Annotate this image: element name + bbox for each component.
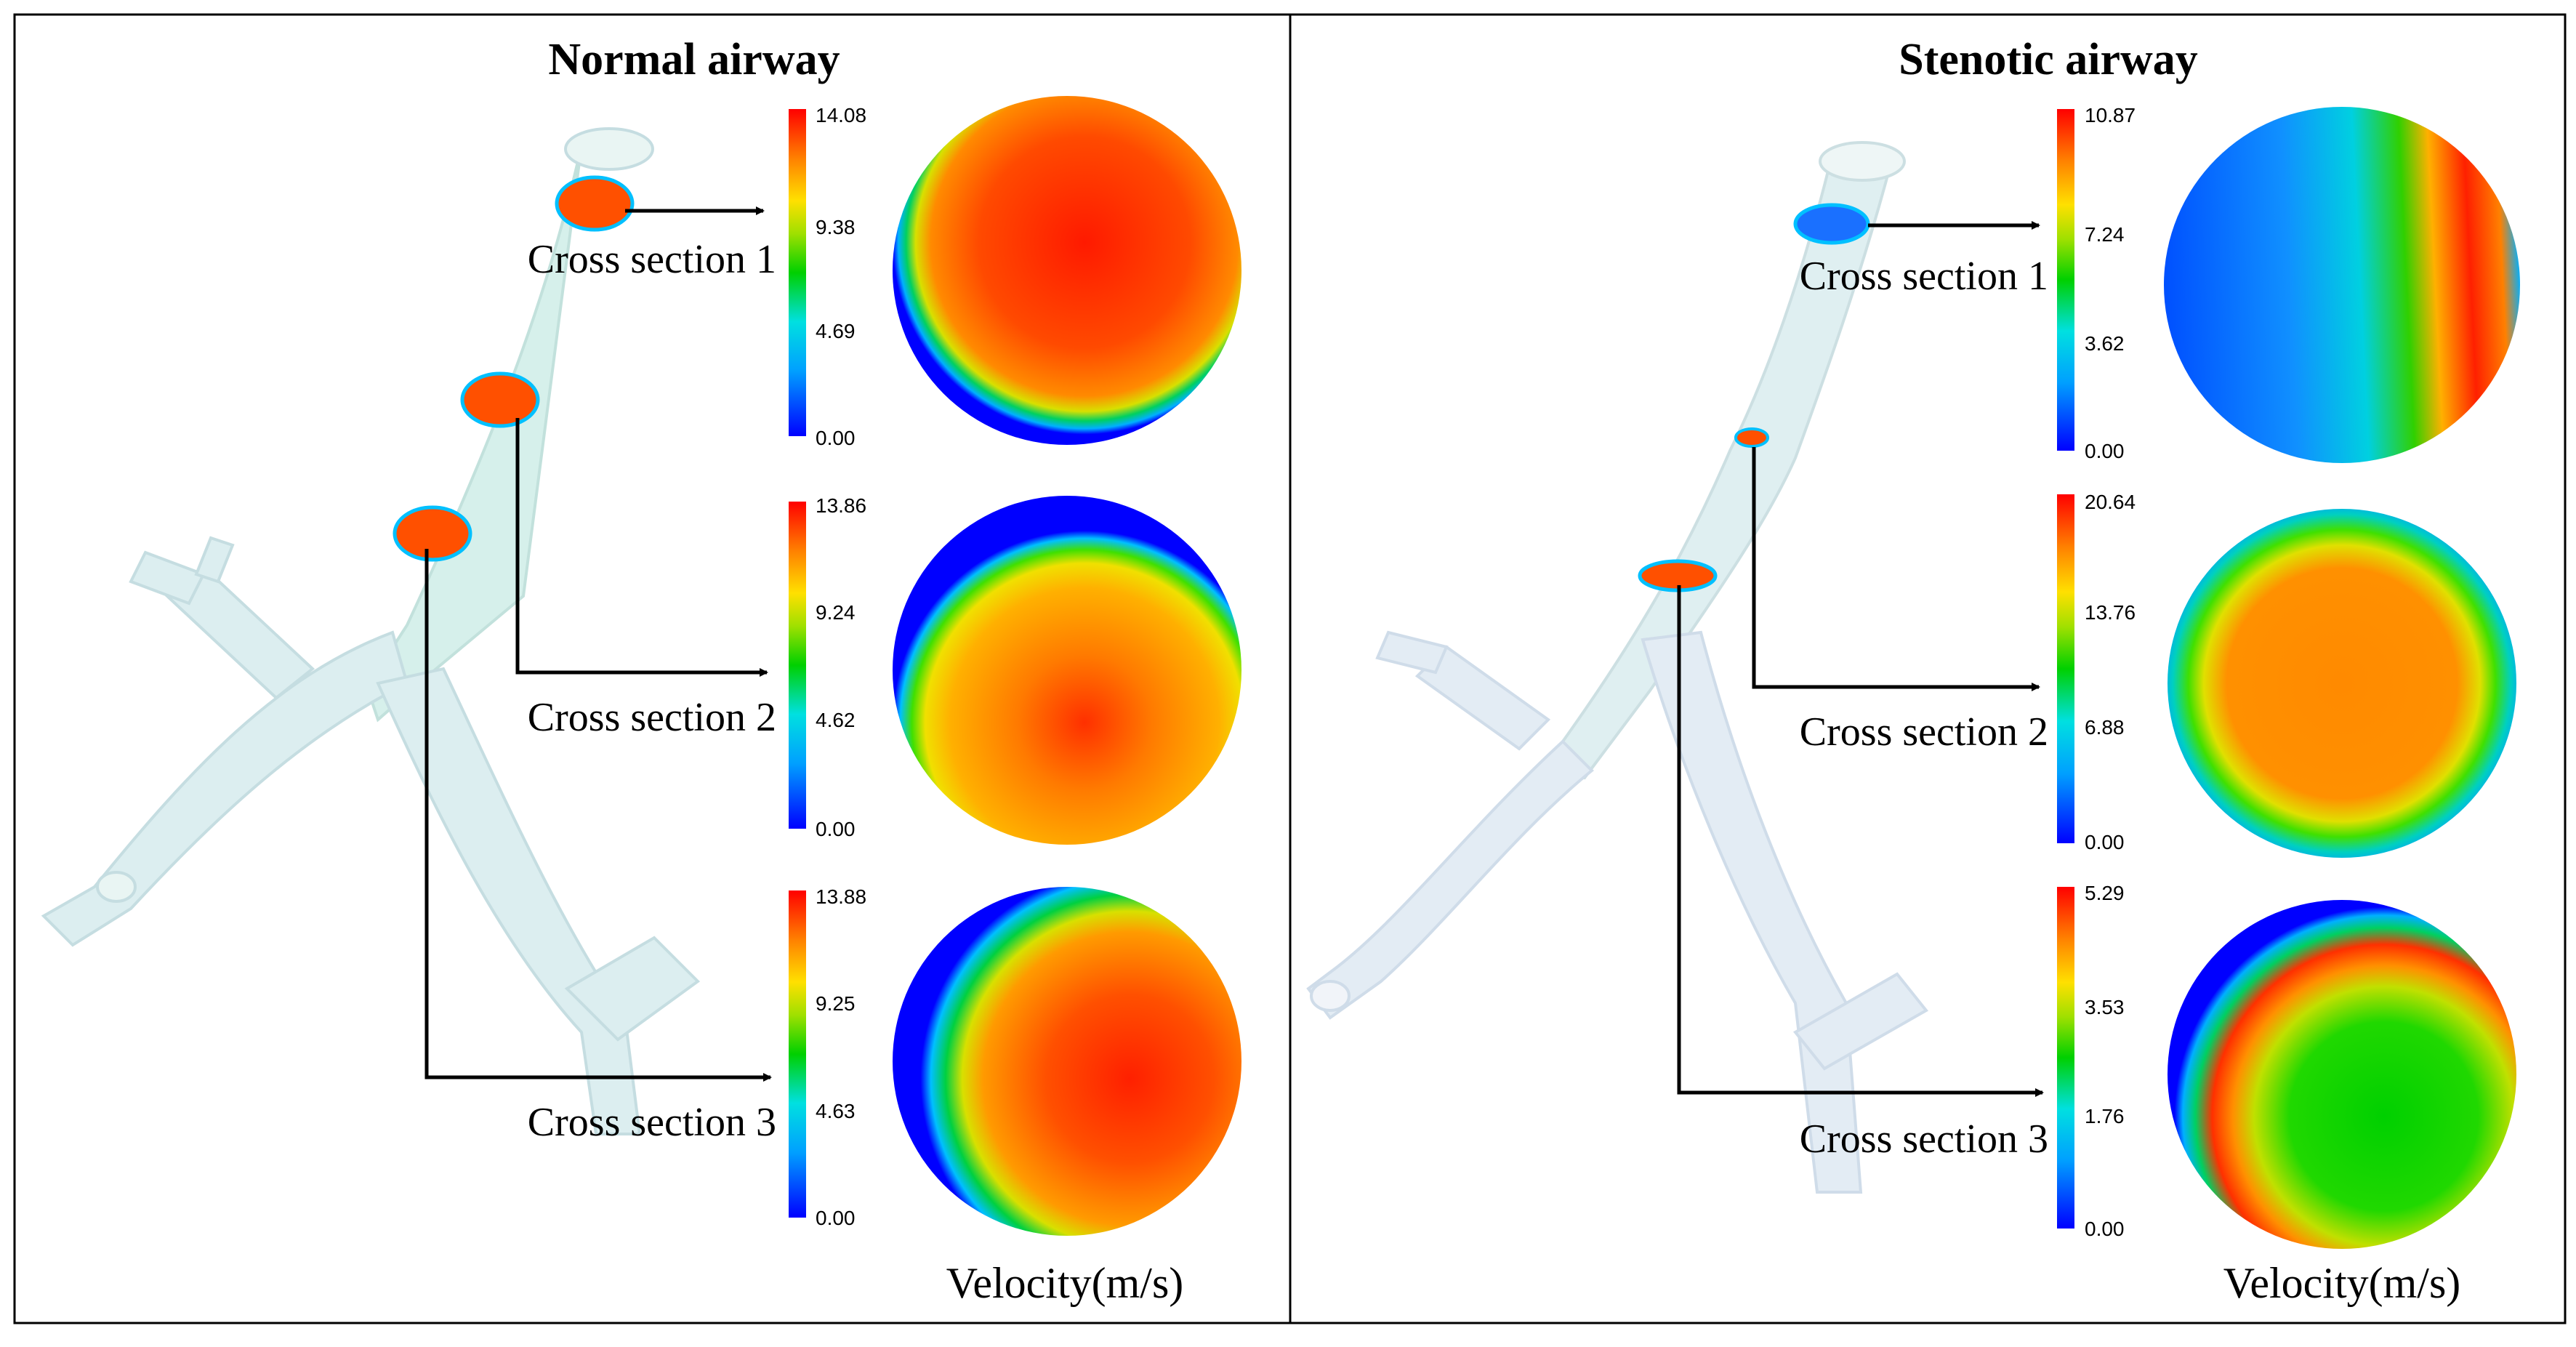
stenotic-cs1-label: Cross section 1 bbox=[1800, 254, 2048, 299]
tick-mid-low: 4.62 bbox=[816, 709, 856, 731]
tick-min: 0.00 bbox=[816, 427, 856, 449]
normal-cs3-marker bbox=[393, 505, 472, 562]
tick-min: 0.00 bbox=[2085, 831, 2125, 853]
right-panel-title: Stenotic airway bbox=[1899, 35, 2198, 84]
normal-cs1-label: Cross section 1 bbox=[528, 237, 776, 282]
tick-mid-low: 6.88 bbox=[2085, 716, 2125, 739]
normal-cs1-velocity-map bbox=[893, 96, 1241, 445]
stenotic-cs2-marker bbox=[1734, 427, 1769, 448]
tick-max: 14.08 bbox=[816, 104, 866, 126]
tick-min: 0.00 bbox=[2085, 440, 2125, 462]
normal-colorbar-2: 13.86 9.24 4.62 0.00 bbox=[789, 494, 866, 840]
stenotic-arrows bbox=[1677, 221, 2044, 1097]
normal-cs2-marker bbox=[460, 371, 540, 428]
normal-airway-model bbox=[41, 127, 701, 1135]
stenotic-cs1-marker bbox=[1793, 203, 1870, 245]
stenotic-velocity-label: Velocity(m/s) bbox=[2223, 1259, 2461, 1307]
stenotic-cs2-velocity-map bbox=[2168, 509, 2516, 858]
tick-mid-low: 1.76 bbox=[2085, 1105, 2125, 1127]
stenotic-colorbar-3: 5.29 3.53 1.76 0.00 bbox=[2057, 882, 2125, 1240]
tick-mid-high: 13.76 bbox=[2085, 601, 2136, 624]
stenotic-cs1-velocity-map bbox=[2164, 107, 2520, 463]
normal-colorbar-3: 13.88 9.25 4.63 0.00 bbox=[789, 885, 866, 1229]
stenotic-cs3-velocity-map bbox=[2168, 900, 2516, 1249]
normal-velocity-label: Velocity(m/s) bbox=[946, 1259, 1184, 1307]
tick-mid-high: 7.24 bbox=[2085, 223, 2125, 246]
normal-cs2-label: Cross section 2 bbox=[528, 695, 776, 740]
normal-cs3-velocity-map bbox=[893, 887, 1241, 1236]
stenotic-cs3-label: Cross section 3 bbox=[1800, 1117, 2048, 1162]
stenotic-cs2-label: Cross section 2 bbox=[1800, 709, 2048, 755]
stenotic-colorbar-2: 20.64 13.76 6.88 0.00 bbox=[2057, 491, 2136, 853]
tick-mid-low: 3.62 bbox=[2085, 332, 2125, 355]
tick-mid-high: 9.38 bbox=[816, 216, 856, 238]
tick-min: 0.00 bbox=[2085, 1218, 2125, 1240]
tick-max: 20.64 bbox=[2085, 491, 2136, 513]
normal-cs1-marker bbox=[555, 175, 635, 232]
tick-max: 5.29 bbox=[2085, 882, 2125, 904]
tick-mid-low: 4.63 bbox=[816, 1100, 856, 1122]
stenotic-colorbar-1: 10.87 7.24 3.62 0.00 bbox=[2057, 104, 2136, 462]
normal-cs2-velocity-map bbox=[893, 496, 1241, 845]
normal-arrows bbox=[424, 206, 772, 1082]
tick-max: 10.87 bbox=[2085, 104, 2136, 126]
right-panel-border bbox=[1289, 13, 2567, 1324]
tick-max: 13.88 bbox=[816, 885, 866, 908]
tick-mid-high: 9.24 bbox=[816, 601, 856, 624]
tick-mid-low: 4.69 bbox=[816, 320, 856, 342]
normal-colorbar-1: 14.08 9.38 4.69 0.00 bbox=[789, 104, 866, 449]
tick-min: 0.00 bbox=[816, 818, 856, 840]
normal-cs3-label: Cross section 3 bbox=[528, 1100, 776, 1145]
tick-mid-high: 9.25 bbox=[816, 992, 856, 1015]
left-panel-title: Normal airway bbox=[548, 35, 840, 84]
tick-mid-high: 3.53 bbox=[2085, 996, 2125, 1018]
tick-min: 0.00 bbox=[816, 1207, 856, 1229]
tick-max: 13.86 bbox=[816, 494, 866, 517]
stenotic-airway-model bbox=[1306, 141, 1929, 1194]
